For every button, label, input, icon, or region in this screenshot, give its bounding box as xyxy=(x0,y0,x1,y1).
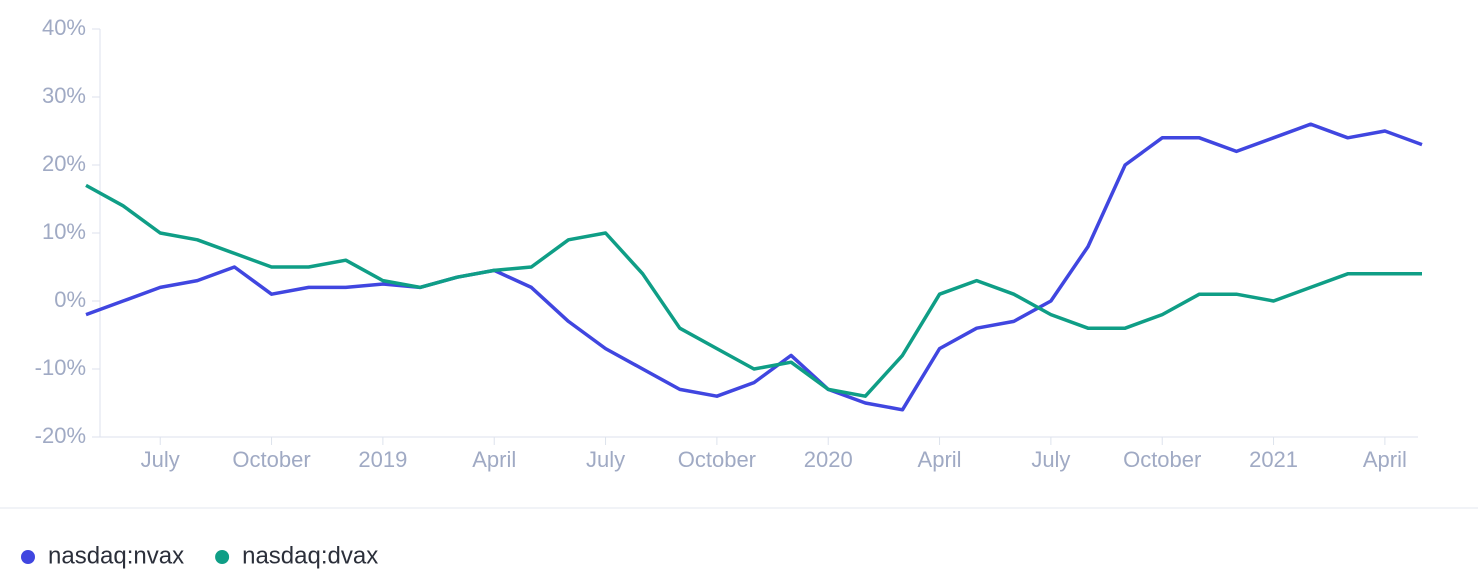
x-tick-label: April xyxy=(1363,447,1407,472)
legend-label: nasdaq:dvax xyxy=(242,542,378,569)
x-tick-label: October xyxy=(232,447,310,472)
legend-marker xyxy=(215,550,230,564)
x-tick-label: 2019 xyxy=(358,447,407,472)
y-tick-label: -10% xyxy=(35,355,86,380)
y-tick-label: 0% xyxy=(54,287,86,312)
y-tick-label: 10% xyxy=(42,219,86,244)
x-tick-label: 2021 xyxy=(1249,447,1298,472)
x-tick-label: April xyxy=(918,447,962,472)
series-line xyxy=(85,183,1422,398)
y-tick-label: -20% xyxy=(35,423,86,448)
x-tick-label: 2020 xyxy=(804,447,853,472)
x-tick-label: April xyxy=(472,447,516,472)
x-tick-label: July xyxy=(141,447,180,472)
x-tick-label: July xyxy=(1031,447,1070,472)
x-tick-label: October xyxy=(1123,447,1201,472)
y-tick-label: 20% xyxy=(42,151,86,176)
x-tick-label: July xyxy=(586,447,625,472)
series-line xyxy=(85,122,1423,412)
y-tick-label: 40% xyxy=(42,15,86,40)
legend-marker xyxy=(21,550,35,564)
x-tick-label: October xyxy=(678,447,756,472)
y-tick-label: 30% xyxy=(42,83,86,108)
legend-label: nasdaq:nvax xyxy=(48,542,184,569)
